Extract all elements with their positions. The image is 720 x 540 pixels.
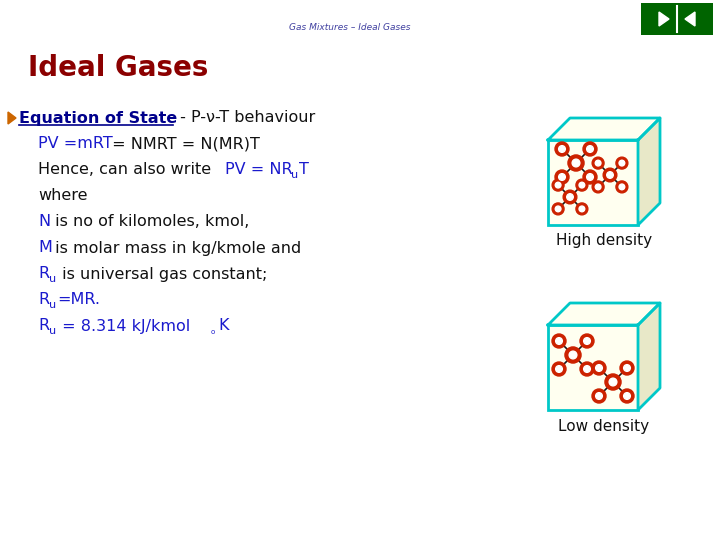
Circle shape [595, 393, 603, 400]
Circle shape [572, 159, 580, 167]
Text: R: R [38, 267, 49, 281]
Circle shape [556, 338, 562, 345]
Text: K: K [218, 319, 228, 334]
Circle shape [616, 181, 628, 193]
Circle shape [616, 157, 628, 169]
Circle shape [569, 351, 577, 359]
Text: Ideal Gases: Ideal Gases [28, 54, 208, 82]
Circle shape [576, 179, 588, 191]
Circle shape [584, 366, 590, 373]
Circle shape [605, 374, 621, 390]
Polygon shape [659, 12, 669, 26]
Circle shape [555, 142, 569, 156]
Circle shape [592, 389, 606, 403]
Text: - P-ν-T behaviour: - P-ν-T behaviour [175, 111, 315, 125]
Text: where: where [38, 188, 88, 204]
Text: T: T [299, 163, 309, 178]
Text: u: u [49, 326, 56, 336]
Text: = 8.314 kJ/kmol: = 8.314 kJ/kmol [57, 319, 190, 334]
Text: R: R [38, 293, 49, 307]
Circle shape [565, 347, 581, 363]
Polygon shape [638, 118, 660, 225]
Bar [548, 140, 638, 225]
Circle shape [624, 393, 631, 400]
Bar [641, 3, 713, 35]
Circle shape [619, 184, 625, 190]
Circle shape [563, 190, 577, 204]
Circle shape [576, 203, 588, 215]
Text: = NMRT = N(MR)T: = NMRT = N(MR)T [107, 137, 260, 152]
Circle shape [595, 184, 601, 190]
Circle shape [592, 361, 606, 375]
Circle shape [559, 146, 565, 152]
Polygon shape [548, 118, 660, 140]
Circle shape [619, 160, 625, 166]
Circle shape [567, 194, 573, 200]
Polygon shape [8, 112, 16, 124]
Text: N: N [38, 214, 50, 230]
Text: =MR.: =MR. [57, 293, 100, 307]
Text: Low density: Low density [559, 418, 649, 434]
Circle shape [555, 170, 569, 184]
Text: u: u [291, 170, 298, 180]
Text: u: u [49, 274, 56, 284]
Bar [548, 325, 638, 410]
Text: PV =mRT: PV =mRT [38, 137, 113, 152]
Text: is universal gas constant;: is universal gas constant; [57, 267, 267, 281]
Circle shape [552, 203, 564, 215]
Circle shape [620, 361, 634, 375]
Circle shape [624, 364, 631, 372]
Circle shape [595, 364, 603, 372]
Polygon shape [548, 303, 660, 325]
Text: ₒ: ₒ [211, 326, 215, 336]
Circle shape [579, 182, 585, 188]
Polygon shape [638, 303, 660, 410]
Circle shape [552, 179, 564, 191]
Text: PV = NR: PV = NR [225, 163, 292, 178]
Text: is molar mass in kg/kmole and: is molar mass in kg/kmole and [50, 240, 301, 255]
Circle shape [555, 182, 561, 188]
Circle shape [603, 168, 617, 182]
Circle shape [555, 206, 561, 212]
Circle shape [583, 170, 597, 184]
Circle shape [607, 172, 613, 178]
Circle shape [592, 181, 604, 193]
Circle shape [587, 146, 593, 152]
Polygon shape [685, 12, 695, 26]
Circle shape [584, 338, 590, 345]
Circle shape [559, 174, 565, 180]
Circle shape [595, 160, 601, 166]
Circle shape [579, 206, 585, 212]
Text: R: R [38, 319, 49, 334]
Circle shape [587, 174, 593, 180]
Text: Equation of State: Equation of State [19, 111, 177, 125]
Text: High density: High density [556, 233, 652, 248]
Text: is no of kilomoles, kmol,: is no of kilomoles, kmol, [50, 214, 249, 230]
Text: Hence, can also write: Hence, can also write [38, 163, 216, 178]
Text: u: u [49, 300, 56, 310]
Circle shape [556, 366, 562, 373]
Circle shape [620, 389, 634, 403]
Circle shape [592, 157, 604, 169]
Circle shape [552, 334, 566, 348]
Circle shape [580, 334, 594, 348]
Text: M: M [38, 240, 52, 255]
Circle shape [609, 378, 617, 386]
Circle shape [580, 362, 594, 376]
Circle shape [583, 142, 597, 156]
Circle shape [568, 155, 584, 171]
Text: Gas Mixtures – Ideal Gases: Gas Mixtures – Ideal Gases [289, 24, 410, 32]
Circle shape [552, 362, 566, 376]
